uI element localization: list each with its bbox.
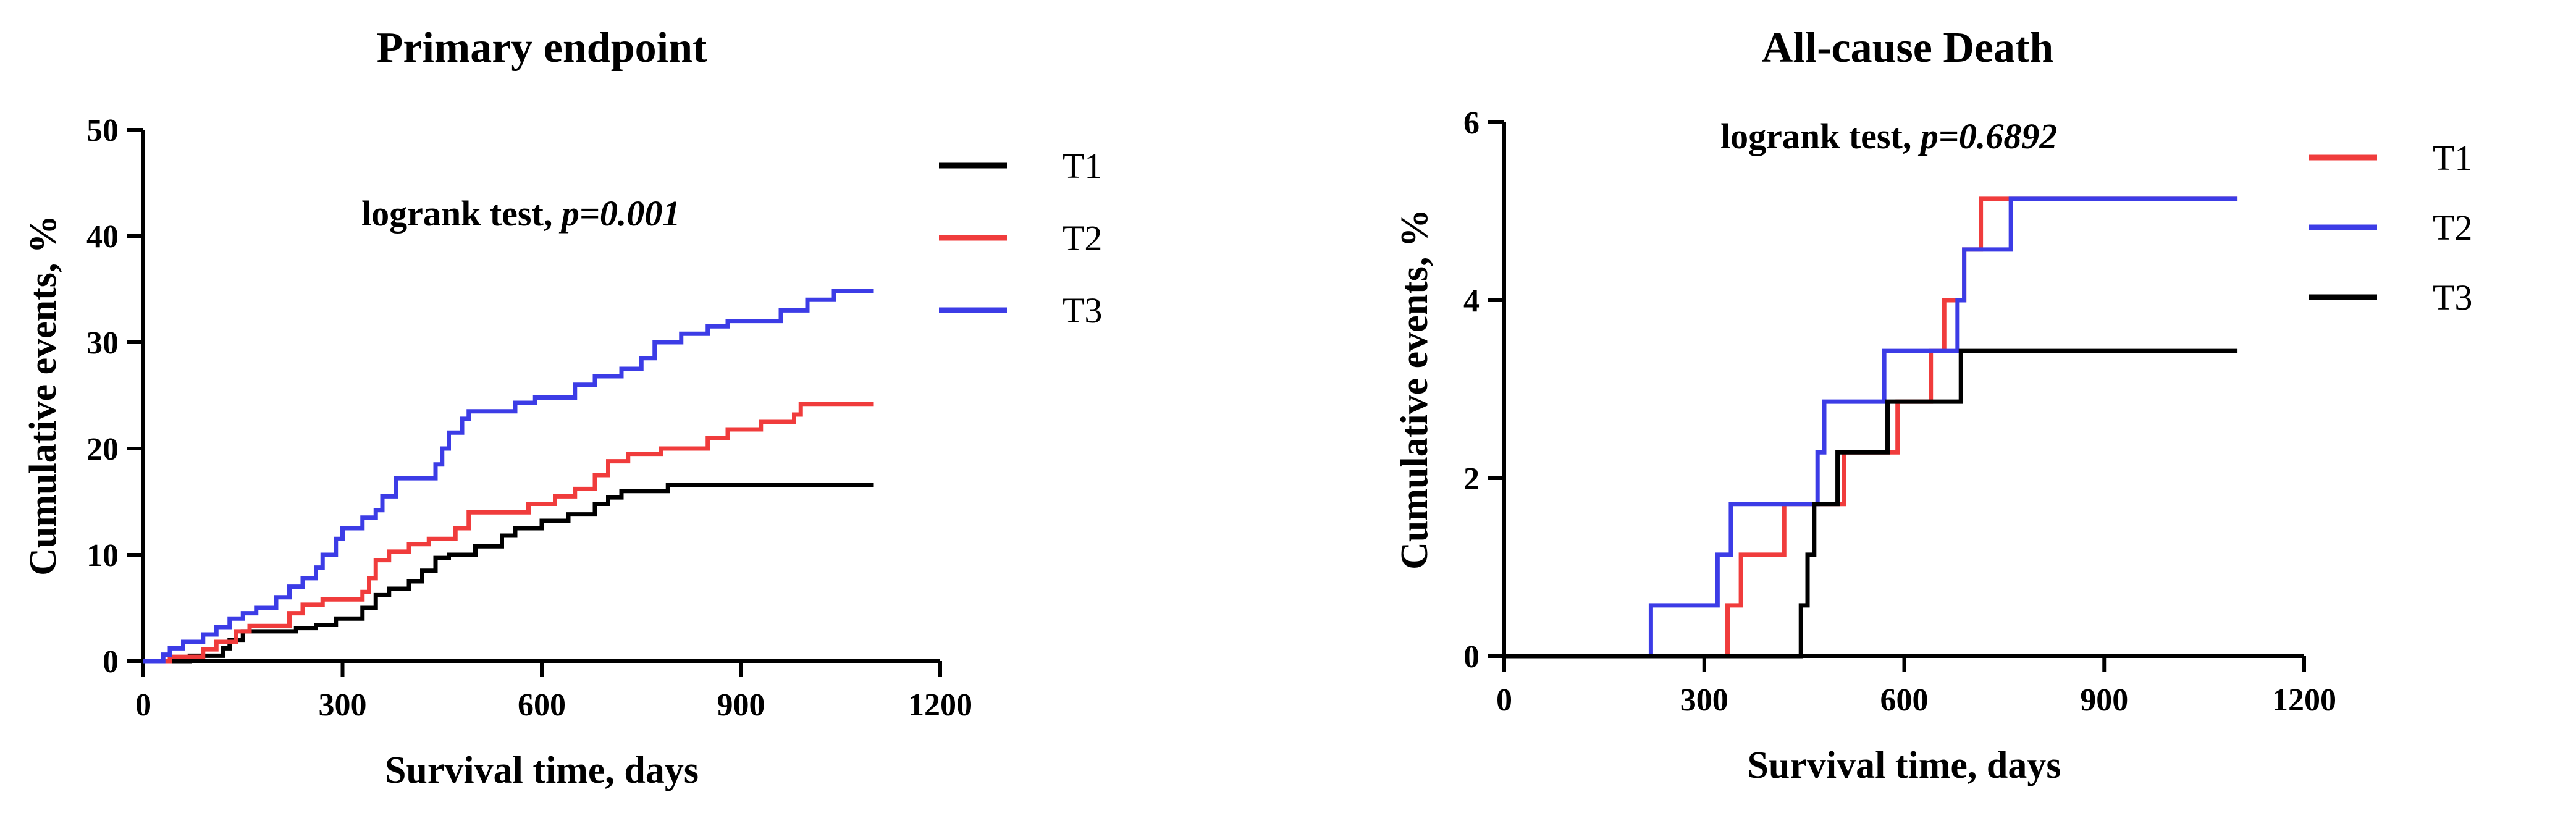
legend-label-t1: T1	[1063, 146, 1102, 186]
series-line-t1	[1504, 196, 2238, 659]
x-axis-label: Survival time, days	[1747, 744, 2061, 786]
x-axis-label: Survival time, days	[385, 749, 699, 791]
legend-label-t3: T3	[1063, 290, 1102, 331]
p-value: p=0.001	[558, 193, 681, 234]
y-tick-label: 0	[1463, 639, 1480, 675]
series-line-t3	[1504, 348, 2238, 659]
x-tick-label: 300	[1680, 683, 1728, 718]
p-value: p=0.6892	[1917, 116, 2058, 156]
y-tick-label: 30	[86, 326, 119, 361]
y-tick-label: 20	[86, 432, 119, 467]
logrank-annotation: logrank test, p=0.6892	[1720, 116, 2057, 156]
logrank-label: logrank test,	[361, 193, 562, 234]
x-tick-label: 1200	[2272, 683, 2336, 718]
x-tick-label: 900	[2080, 683, 2128, 718]
series-line-t3	[143, 289, 874, 664]
x-tick-label: 900	[717, 688, 765, 723]
logrank-annotation: logrank test, p=0.001	[361, 193, 680, 234]
chart-title: Primary endpoint	[377, 24, 707, 72]
series-line-t2	[1504, 196, 2238, 659]
chart-title: All-cause Death	[1762, 24, 2053, 72]
legend-label-t1: T1	[2433, 138, 2472, 178]
series-line-t1	[143, 482, 874, 664]
x-tick-label: 0	[1496, 683, 1512, 718]
logrank-label: logrank test,	[1720, 116, 1921, 156]
y-tick-label: 6	[1463, 106, 1480, 141]
x-tick-label: 1200	[908, 688, 972, 723]
y-tick-label: 0	[103, 644, 119, 680]
chart-2: All-cause Death 0 300 600 900 1200 0 2 4 6 Surviva…	[1394, 24, 2472, 786]
x-tick-label: 300	[319, 688, 367, 723]
y-axis-label: Cumulative events, %	[1394, 209, 1436, 570]
x-tick-label: 0	[135, 688, 151, 723]
y-axis-label: Cumulative events, %	[22, 215, 64, 576]
chart-1: Primary endpoint 0 300 600 900 1200 0 10 20 30 40 5…	[22, 24, 1102, 791]
x-tick-label: 600	[518, 688, 566, 723]
y-tick-label: 10	[86, 538, 119, 573]
legend-label-t2: T2	[1063, 218, 1102, 258]
y-tick-label: 50	[86, 113, 119, 148]
y-tick-label: 40	[86, 219, 119, 255]
series-line-t2	[143, 402, 874, 664]
legend-label-t3: T3	[2433, 277, 2472, 318]
y-tick-label: 2	[1463, 461, 1480, 497]
legend-label-t2: T2	[2433, 208, 2472, 248]
x-tick-label: 600	[1880, 683, 1929, 718]
y-tick-label: 4	[1463, 284, 1480, 319]
